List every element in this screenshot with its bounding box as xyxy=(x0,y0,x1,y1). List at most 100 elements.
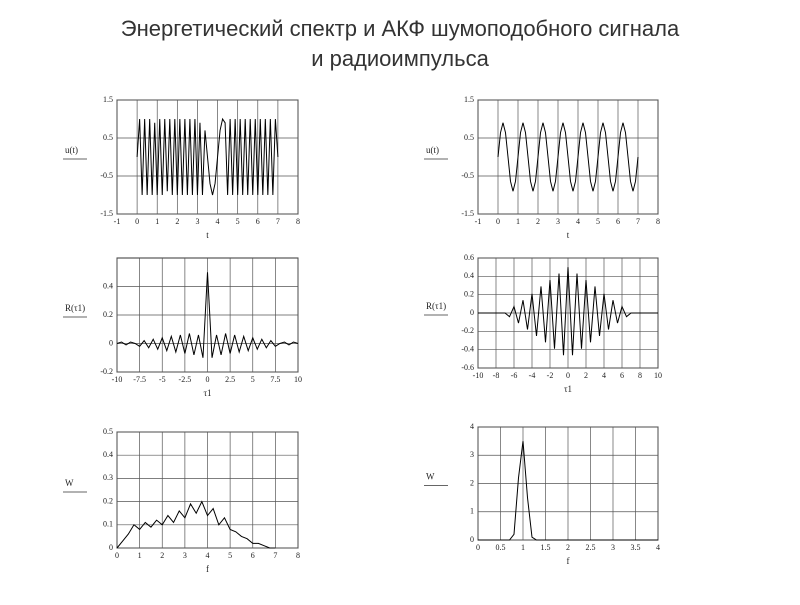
y-tick-label: -0.2 xyxy=(100,367,113,376)
plot: -1.5 -0.5 0.5 1.5 -1 0 1 2 3 4 5 6 7 8 t u(t) xyxy=(63,95,300,240)
y-tick-label: 0.5 xyxy=(464,133,474,142)
y-tick-label: 0.2 xyxy=(464,289,474,298)
x-tick-label: 7 xyxy=(636,217,640,226)
x-tick-label: 3 xyxy=(183,551,187,560)
x-tick-label: 2 xyxy=(175,217,179,226)
y-tick-label: 1.5 xyxy=(464,95,474,104)
y-tick-label: 1.5 xyxy=(103,95,113,104)
signal-line xyxy=(478,267,658,356)
x-axis-label: f xyxy=(567,556,570,566)
x-tick-label: -5 xyxy=(159,375,166,384)
slide-title: и радиоимпульса xyxy=(311,46,489,71)
signal-line xyxy=(116,500,276,549)
y-tick-label: 0 xyxy=(109,338,113,347)
x-tick-label: 7.5 xyxy=(270,375,280,384)
x-tick-label: 6 xyxy=(256,217,260,226)
x-tick-label: 6 xyxy=(616,217,620,226)
x-tick-label: 6 xyxy=(620,371,624,380)
y-axis-label: W xyxy=(426,472,435,482)
x-tick-label: 1 xyxy=(155,217,159,226)
x-tick-label: 2 xyxy=(160,551,164,560)
x-tick-label: 4 xyxy=(216,217,220,226)
x-tick-label: 5 xyxy=(251,375,255,384)
x-axis-label: τ1 xyxy=(564,384,572,394)
plot: -0.2 0 0.2 0.4 -10 -7.5 -5 -2.5 0 2.5 5 7.5 10 τ1 R(τ1… xyxy=(63,257,302,398)
y-tick-label: 3 xyxy=(470,450,474,459)
x-tick-label: 0 xyxy=(496,217,500,226)
x-tick-label: 0 xyxy=(115,551,119,560)
y-tick-label: -1.5 xyxy=(461,209,474,218)
x-tick-label: 2 xyxy=(566,543,570,552)
x-tick-label: 5 xyxy=(236,217,240,226)
y-tick-label: 4 xyxy=(470,422,474,431)
x-tick-label: 8 xyxy=(656,217,660,226)
x-tick-label: -7.5 xyxy=(133,375,146,384)
x-tick-label: -10 xyxy=(112,375,123,384)
y-axis-label: u(t) xyxy=(426,145,439,155)
x-tick-label: 4 xyxy=(206,551,210,560)
plot: -1.5 -0.5 0.5 1.5 -1 0 1 2 3 4 5 6 7 8 t u(t) xyxy=(424,95,660,240)
x-tick-label: 4 xyxy=(576,217,580,226)
y-tick-label: 0 xyxy=(109,543,113,552)
x-tick-label: -1 xyxy=(114,217,121,226)
y-tick-label: 0.4 xyxy=(103,281,113,290)
x-tick-label: 3 xyxy=(556,217,560,226)
y-tick-label: 0.2 xyxy=(103,310,113,319)
x-tick-label: 3.5 xyxy=(631,543,641,552)
signal-line xyxy=(497,122,639,192)
y-tick-label: 0.1 xyxy=(103,520,113,529)
y-tick-label: 0.5 xyxy=(103,427,113,436)
y-tick-label: 0.5 xyxy=(103,133,113,142)
x-axis-label: t xyxy=(206,230,209,240)
x-tick-label: -2.5 xyxy=(179,375,192,384)
x-tick-label: -4 xyxy=(529,371,536,380)
x-tick-label: 2 xyxy=(584,371,588,380)
plot: -0.6 -0.4 -0.2 0 0.2 0.4 0.6 -10 -8 -6 -4 -2 0 2 4 6 8 10… xyxy=(424,253,662,394)
y-tick-label: 0.6 xyxy=(464,253,474,262)
x-tick-label: 10 xyxy=(294,375,302,384)
x-tick-label: 4 xyxy=(602,371,606,380)
x-tick-label: 6 xyxy=(251,551,255,560)
x-tick-label: 3 xyxy=(195,217,199,226)
x-tick-label: 8 xyxy=(296,551,300,560)
y-tick-label: 0 xyxy=(470,308,474,317)
y-tick-label: -0.2 xyxy=(461,326,474,335)
x-tick-label: 1 xyxy=(521,543,525,552)
y-tick-label: -0.4 xyxy=(461,344,474,353)
y-tick-label: -0.5 xyxy=(100,171,113,180)
signal-line xyxy=(116,272,299,358)
x-tick-label: -1 xyxy=(475,217,482,226)
x-tick-label: 8 xyxy=(638,371,642,380)
x-tick-label: 1.5 xyxy=(541,543,551,552)
y-axis-label: R(τ1) xyxy=(426,301,446,311)
x-tick-label: 7 xyxy=(273,551,277,560)
y-tick-label: -0.6 xyxy=(461,363,474,372)
y-tick-label: 0 xyxy=(470,535,474,544)
x-tick-label: 0.5 xyxy=(496,543,506,552)
y-axis-label: R(τ1) xyxy=(65,303,85,313)
x-tick-label: 2 xyxy=(536,217,540,226)
plot: 0 0.1 0.2 0.3 0.4 0.5 0 1 2 3 4 5 6 7 8 f W xyxy=(63,427,300,574)
x-tick-label: 5 xyxy=(596,217,600,226)
x-tick-label: 7 xyxy=(276,217,280,226)
signal-line xyxy=(478,441,658,541)
x-tick-label: 8 xyxy=(296,217,300,226)
signal-line xyxy=(136,117,279,196)
x-tick-label: 5 xyxy=(228,551,232,560)
x-tick-label: 2.5 xyxy=(586,543,596,552)
x-tick-label: 4 xyxy=(656,543,660,552)
slide-title: Энергетический спектр и АКФ шумоподобног… xyxy=(121,16,680,41)
x-tick-label: 0 xyxy=(206,375,210,384)
x-axis-label: t xyxy=(567,230,570,240)
y-tick-label: 2 xyxy=(470,478,474,487)
y-tick-label: -0.5 xyxy=(461,171,474,180)
x-tick-label: 1 xyxy=(516,217,520,226)
plot: 0 1 2 3 4 0 0.5 1 1.5 2 2.5 3 3.5 4 f W xyxy=(424,422,660,566)
y-tick-label: 0.4 xyxy=(103,450,113,459)
y-axis-label: u(t) xyxy=(65,145,78,155)
x-tick-label: 0 xyxy=(135,217,139,226)
y-tick-label: 0.3 xyxy=(103,473,113,482)
x-tick-label: 0 xyxy=(476,543,480,552)
